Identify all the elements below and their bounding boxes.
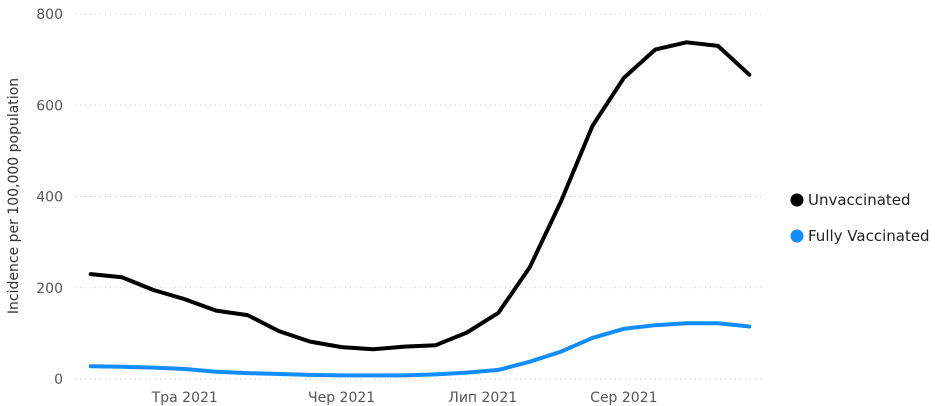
- y-tick-label: 600: [36, 98, 63, 114]
- x-tick-label: Тра 2021: [151, 390, 218, 406]
- legend: Unvaccinated Fully Vaccinated: [790, 191, 930, 245]
- x-tick-label: Сер 2021: [590, 390, 657, 406]
- y-tick-label: 400: [36, 190, 63, 206]
- y-axis-title: Incidence per 100,000 population: [6, 78, 22, 314]
- series-lines: [88, 40, 752, 378]
- legend-label: Fully Vaccinated: [808, 227, 930, 245]
- legend-marker: [790, 193, 804, 207]
- x-axis-ticks: Тра 2021 Чер 2021 Лип 2021 Сер 2021: [151, 390, 658, 406]
- legend-label: Unvaccinated: [808, 191, 911, 209]
- y-axis-ticks: 0 200 400 600 800: [36, 7, 63, 388]
- y-tick-label: 0: [54, 372, 63, 388]
- series-line-fully-vaccinated: [88, 321, 752, 378]
- y-tick-label: 200: [36, 281, 63, 297]
- x-tick-label: Лип 2021: [448, 390, 517, 406]
- y-tick-label: 800: [36, 7, 63, 23]
- gridlines: [75, 13, 765, 380]
- x-tick-label: Чер 2021: [308, 390, 375, 406]
- series-line-unvaccinated: [88, 40, 752, 352]
- legend-marker: [790, 229, 804, 243]
